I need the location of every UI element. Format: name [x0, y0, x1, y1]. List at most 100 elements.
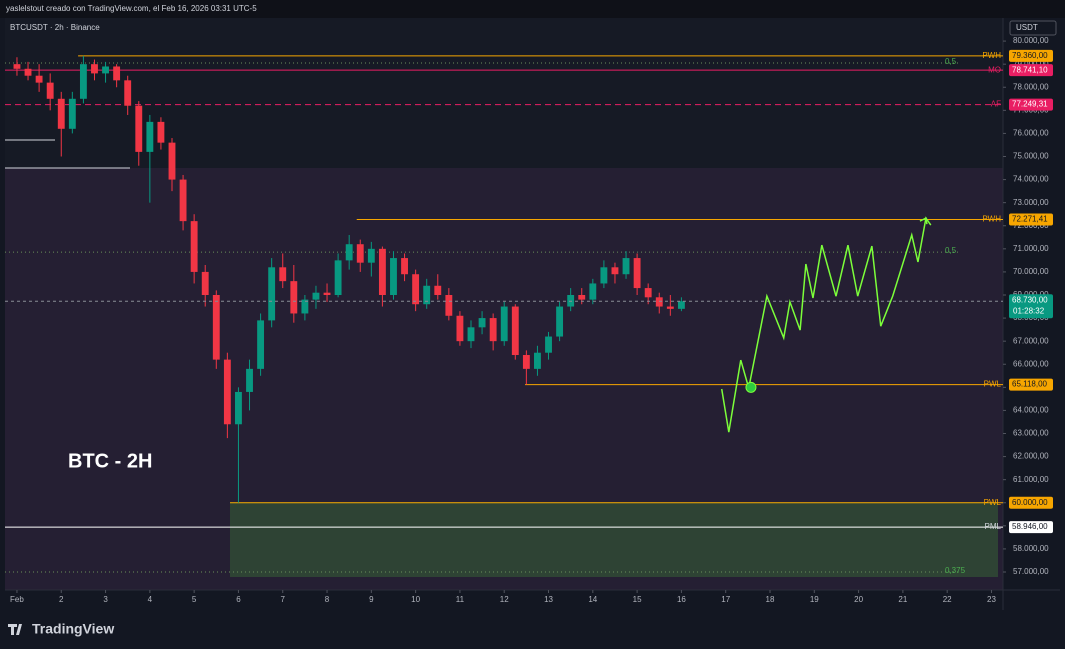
level-tag [1009, 98, 1053, 111]
y-tick-label: 78.000,00 [1013, 82, 1049, 91]
candle-body [146, 121, 154, 152]
candle-body [367, 248, 375, 263]
x-tick-label: 7 [281, 595, 286, 604]
candle-body [301, 299, 309, 314]
y-tick-label: 62.000,00 [1013, 452, 1049, 461]
candle-body [589, 283, 597, 300]
candle-body [644, 288, 652, 298]
y-tick-label: 73.000,00 [1013, 198, 1049, 207]
candle-body [655, 297, 663, 307]
x-tick-label: 21 [898, 595, 907, 604]
header: yaslelstout creado con TradingView.com, … [6, 4, 257, 13]
candle-body [556, 306, 564, 337]
projection-arrow [919, 217, 928, 225]
candle-body [390, 258, 397, 295]
candle-body [434, 285, 442, 295]
candle-body [666, 306, 674, 309]
x-tick-label: 5 [192, 595, 197, 604]
x-tick-label: 17 [721, 595, 730, 604]
level-tag [1009, 378, 1053, 391]
x-tick-label: 11 [456, 595, 465, 604]
candle-body [91, 64, 98, 74]
candle-body [423, 285, 431, 305]
level-tag-label: 65.118,00 [1012, 380, 1048, 389]
projection-path [720, 216, 932, 433]
level-tag [1009, 521, 1053, 534]
level-tag-label: 72.271,41 [1012, 215, 1048, 224]
candle-body [445, 294, 453, 316]
level-tag-label: 58.946,00 [1012, 522, 1048, 531]
x-tick-label: 22 [943, 595, 952, 604]
y-tick-label: 64.000,00 [1013, 406, 1049, 415]
x-tick-label: 4 [148, 595, 153, 604]
candle-body [611, 267, 619, 275]
x-tick-label: 9 [369, 595, 374, 604]
candle-body [500, 306, 508, 342]
candle-body [13, 64, 21, 69]
x-tick-label: 8 [325, 595, 330, 604]
candle-body [268, 267, 276, 321]
level-tag [1009, 64, 1053, 77]
y-tick-label: 74.000,00 [1013, 175, 1049, 184]
y-tick-label: 67.000,00 [1013, 336, 1049, 345]
candle-body [522, 355, 530, 369]
level-tag-label: 60.000,00 [1012, 498, 1048, 507]
fib-label: 0,5 [945, 57, 957, 66]
level-name: AF [991, 100, 1001, 109]
x-tick-label: Feb [10, 595, 24, 604]
candle-body [345, 244, 353, 261]
x-tick-label: 2 [59, 595, 64, 604]
level-tag [1009, 496, 1053, 509]
candle-body [290, 281, 298, 314]
y-tick-label: 76.000,00 [1013, 129, 1049, 138]
level-name: PWL [984, 498, 1002, 507]
candle-body [378, 248, 386, 295]
candle-body [622, 258, 630, 275]
candle-body [57, 98, 65, 129]
logo: TradingView [8, 621, 114, 637]
x-tick-label: 3 [103, 595, 108, 604]
candle-body [212, 294, 220, 360]
candle-body [323, 292, 331, 295]
y-tick-label: 58.000,00 [1013, 544, 1049, 553]
header-bar [0, 0, 1065, 18]
x-tick-label: 12 [500, 595, 509, 604]
candle-body [68, 98, 76, 129]
candle-body [46, 82, 54, 99]
x-tick-label: 13 [544, 595, 553, 604]
candle-body [578, 294, 586, 300]
candle-body [312, 292, 320, 300]
watermark: BTC - 2H [68, 450, 152, 472]
candle-body [157, 121, 165, 143]
x-tick-label: 6 [236, 595, 241, 604]
y-tick-label: 63.000,00 [1013, 429, 1049, 438]
candle-body [456, 315, 464, 342]
candle-body [279, 267, 287, 282]
level-name: PWH [982, 51, 1001, 60]
symbol-title: BTCUSDT · 2h · Binance [10, 23, 100, 32]
logo-icon [8, 624, 22, 635]
level-tag [1009, 49, 1053, 62]
candle-body [677, 301, 685, 309]
candle-body [356, 244, 364, 263]
candle-body [24, 68, 32, 76]
y-tick-label: 57.000,00 [1013, 567, 1049, 576]
y-tick-label: 75.000,00 [1013, 152, 1049, 161]
candle-body [545, 336, 552, 353]
candle-body [79, 64, 87, 99]
candle-body [235, 391, 242, 425]
candle-body [135, 105, 143, 152]
level-tag-label: 79.360,00 [1012, 51, 1048, 60]
branding: TradingView [32, 621, 114, 637]
candle-body [511, 306, 519, 356]
x-tick-label: 20 [854, 595, 863, 604]
candle-body [246, 368, 253, 392]
level-tag [1009, 213, 1053, 226]
x-tick-label: 10 [411, 595, 420, 604]
level-name: PWL [984, 380, 1002, 389]
candle-body [35, 75, 43, 83]
y-tick-label: 79.000,00 [1013, 59, 1049, 68]
candle-body [412, 274, 420, 305]
level-name: PWH [982, 215, 1001, 224]
